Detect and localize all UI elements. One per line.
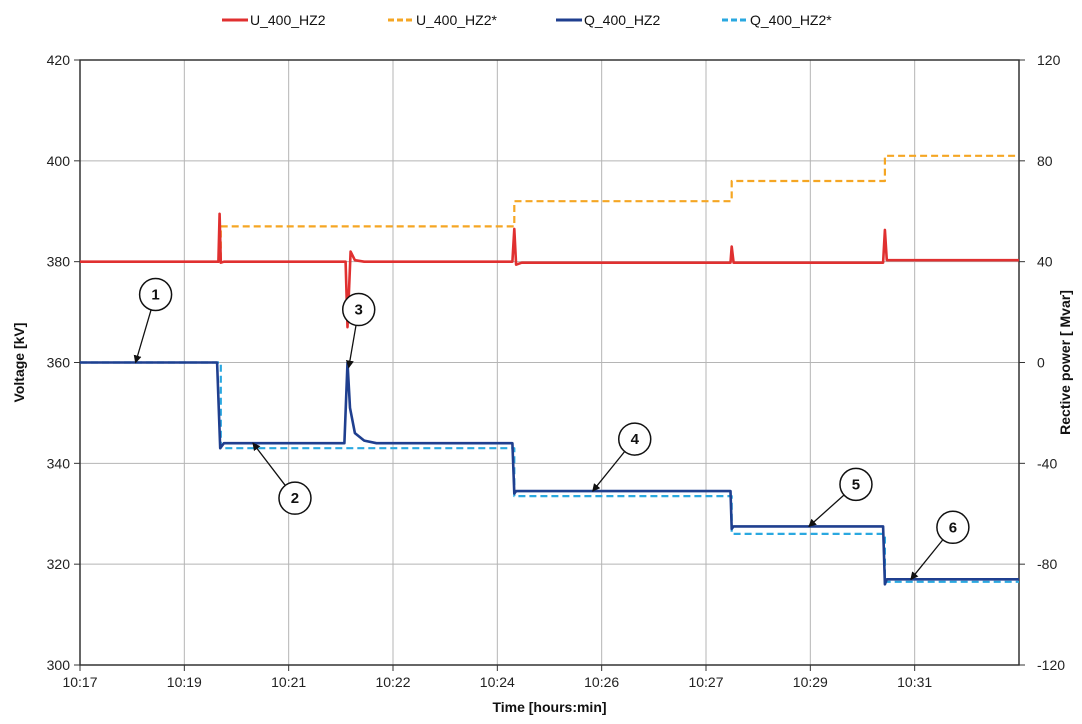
y-left-tick-label: 360 <box>47 355 71 371</box>
x-tick-label: 10:24 <box>480 674 515 690</box>
x-tick-label: 10:22 <box>375 674 410 690</box>
annotation-circle <box>839 467 873 502</box>
series-line-q-400-hz2 <box>80 361 1019 586</box>
annotation-arrow <box>345 325 357 369</box>
y-left-tick-label: 320 <box>47 556 71 572</box>
x-axis-title: Time [hours:min] <box>492 699 606 715</box>
annotation-circle <box>936 510 970 545</box>
y-axis-left-title: Voltage [kV] <box>11 323 27 403</box>
legend-label: Q_400_HZ2* <box>750 12 832 28</box>
y-right-tick-label: -80 <box>1037 556 1057 572</box>
y-right-tick-label: -40 <box>1037 455 1057 471</box>
series-line-q-400-hz2-ref <box>80 361 1019 583</box>
series-line-u-400-hz2 <box>80 212 1019 329</box>
annotation-circle <box>138 277 173 312</box>
x-tick-label: 10:17 <box>62 674 97 690</box>
annotation-circle <box>617 422 652 456</box>
x-tick-label: 10:19 <box>167 674 202 690</box>
annotation-circle <box>278 481 312 515</box>
series-lines <box>80 154 1019 586</box>
y-right-tick-label: 120 <box>1037 52 1061 68</box>
y-right-tick-label: 40 <box>1037 254 1053 270</box>
y-left-tick-label: 340 <box>47 455 71 471</box>
axis-ticks: 300 320 340 360 380 400 420 -120 -80 -40 0 40 80 120 1… <box>47 52 1066 690</box>
grid <box>80 60 1019 665</box>
annotation-number: 6 <box>949 519 957 536</box>
y-left-tick-label: 420 <box>47 52 71 68</box>
annotation-number: 5 <box>852 476 860 493</box>
x-tick-label: 10:26 <box>584 674 619 690</box>
legend-label: Q_400_HZ2 <box>584 12 660 28</box>
y-right-tick-label: -120 <box>1037 657 1065 673</box>
legend: U_400_HZ2 U_400_HZ2* Q_400_HZ2 Q_400_HZ2* <box>222 12 832 28</box>
annotation-arrow <box>592 451 626 492</box>
annotation-arrow <box>910 539 944 581</box>
annotation-circle <box>341 292 376 327</box>
annotation-arrow <box>133 309 152 364</box>
y-axis-right-title: Rective power [ Mvar] <box>1057 290 1073 435</box>
y-left-tick-label: 400 <box>47 153 71 169</box>
annotation-arrow <box>808 494 845 528</box>
y-right-tick-label: 80 <box>1037 153 1053 169</box>
legend-label: U_400_HZ2 <box>250 12 326 28</box>
annotation-arrow <box>252 442 286 486</box>
x-tick-label: 10:27 <box>688 674 723 690</box>
annotation-number: 2 <box>291 490 299 507</box>
annotations: 1 2 3 4 5 6 <box>133 277 970 581</box>
y-left-tick-label: 300 <box>47 657 71 673</box>
x-tick-label: 10:29 <box>793 674 828 690</box>
legend-label: U_400_HZ2* <box>416 12 497 28</box>
x-tick-label: 10:31 <box>897 674 932 690</box>
x-tick-label: 10:21 <box>271 674 306 690</box>
annotation-number: 4 <box>631 431 640 448</box>
y-right-tick-label: 0 <box>1037 355 1045 371</box>
annotation-number: 3 <box>355 302 363 319</box>
annotation-number: 1 <box>151 287 159 304</box>
y-left-tick-label: 380 <box>47 254 71 270</box>
